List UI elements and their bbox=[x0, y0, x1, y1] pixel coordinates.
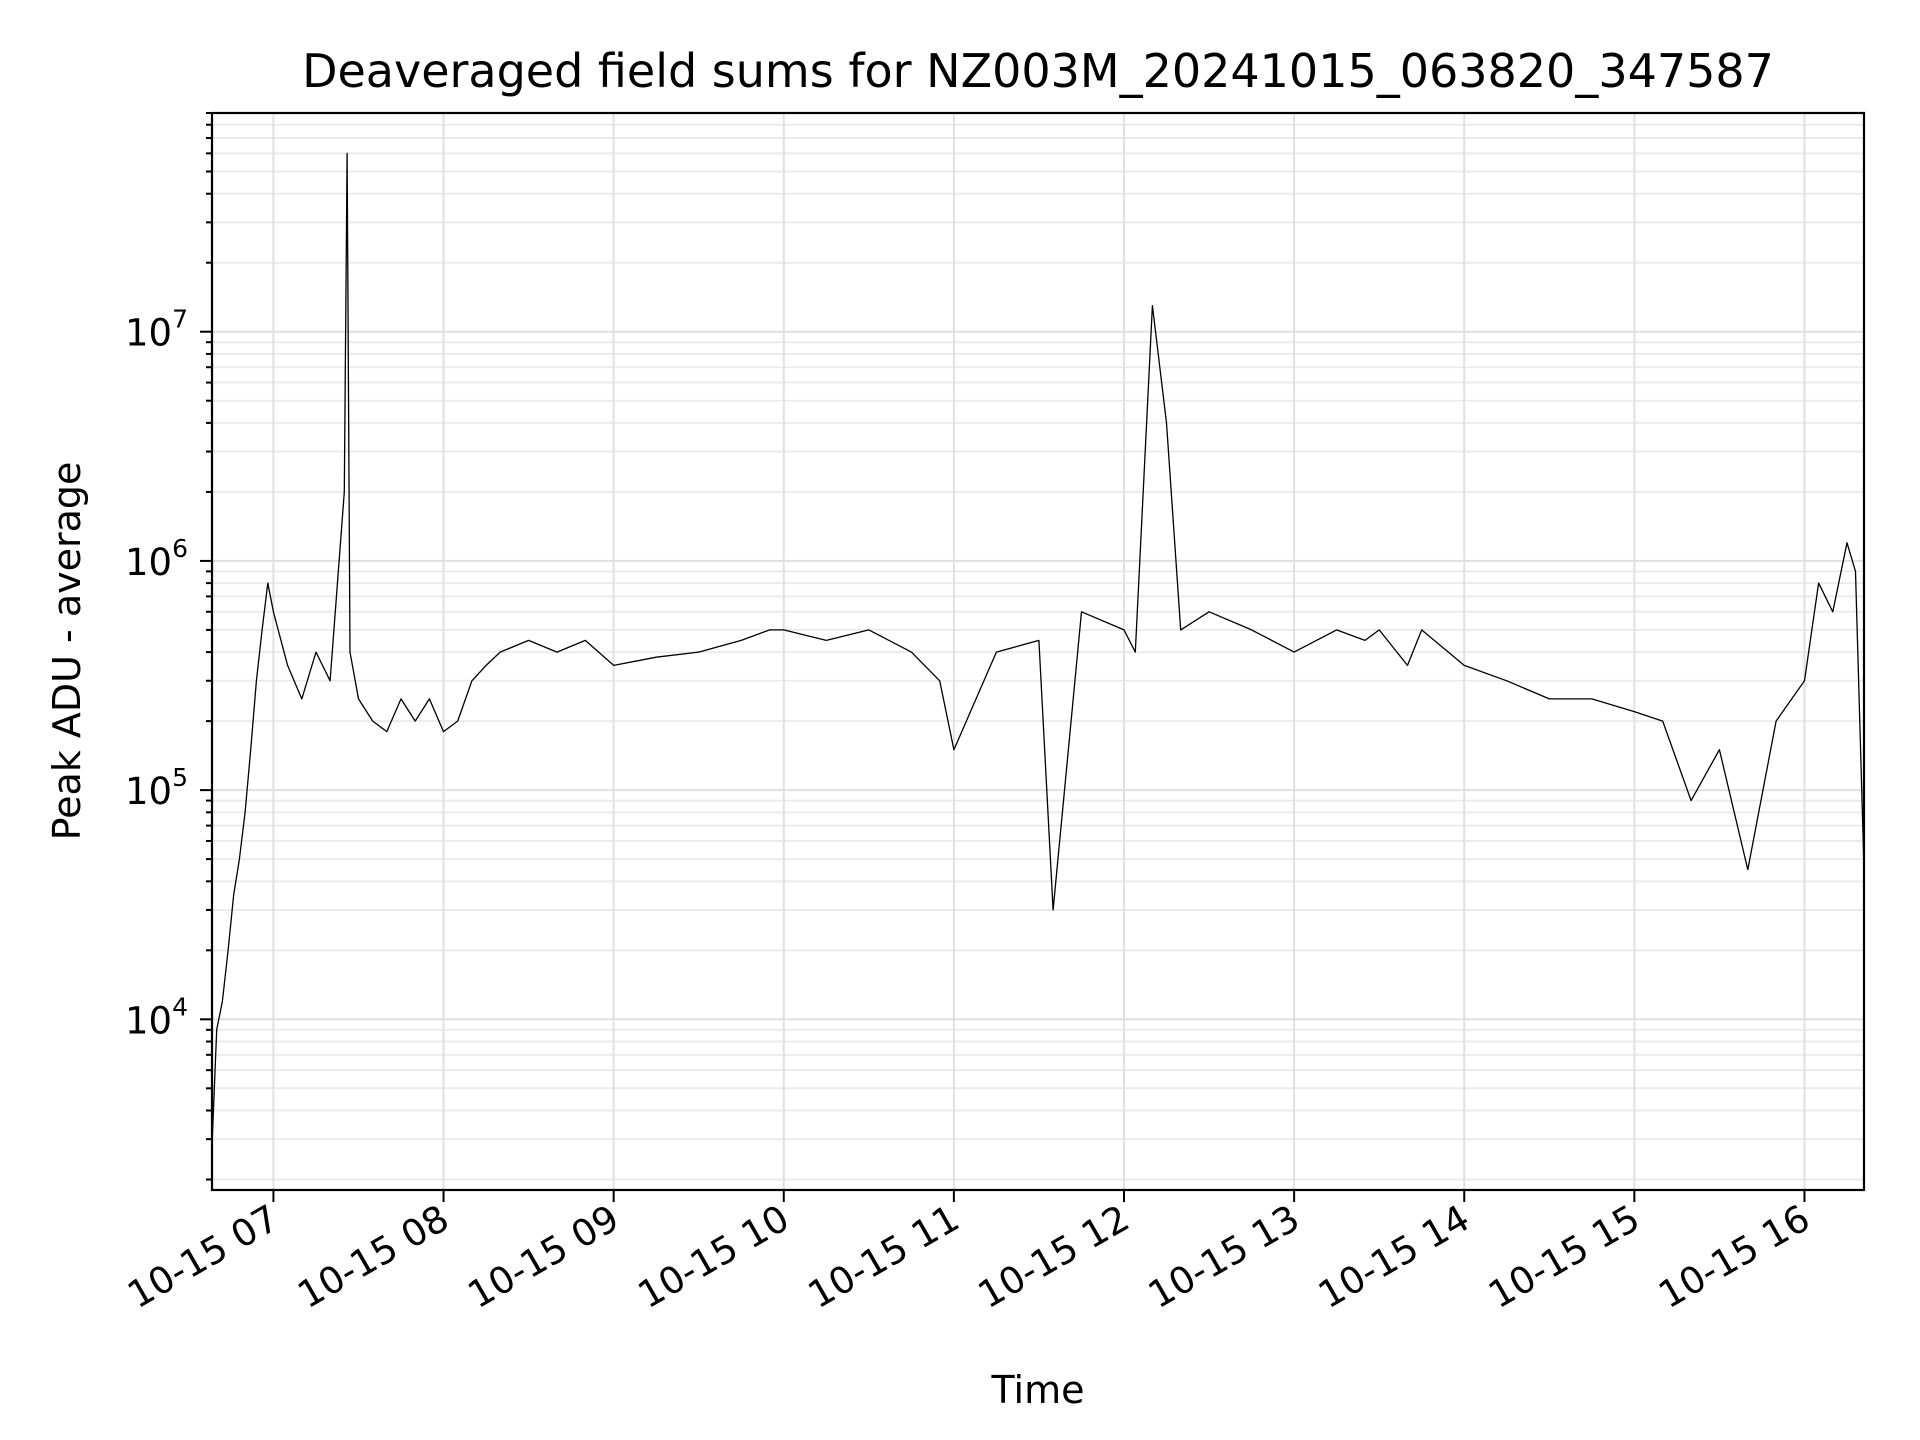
y-axis-ticks: 104 105 106 107 bbox=[125, 112, 212, 1181]
chart-title: Deaveraged field sums for NZ003M_2024101… bbox=[302, 44, 1774, 98]
y-axis-label: Peak ADU - average bbox=[45, 462, 89, 841]
y-tick-label: 105 bbox=[125, 763, 188, 813]
y-tick-label: 104 bbox=[125, 992, 188, 1042]
series-line bbox=[212, 152, 1864, 1147]
x-axis-label: Time bbox=[991, 1368, 1085, 1412]
y-tick-label: 106 bbox=[125, 534, 188, 584]
y-tick-label: 107 bbox=[125, 305, 188, 355]
plot-area-clip bbox=[212, 152, 1864, 1147]
